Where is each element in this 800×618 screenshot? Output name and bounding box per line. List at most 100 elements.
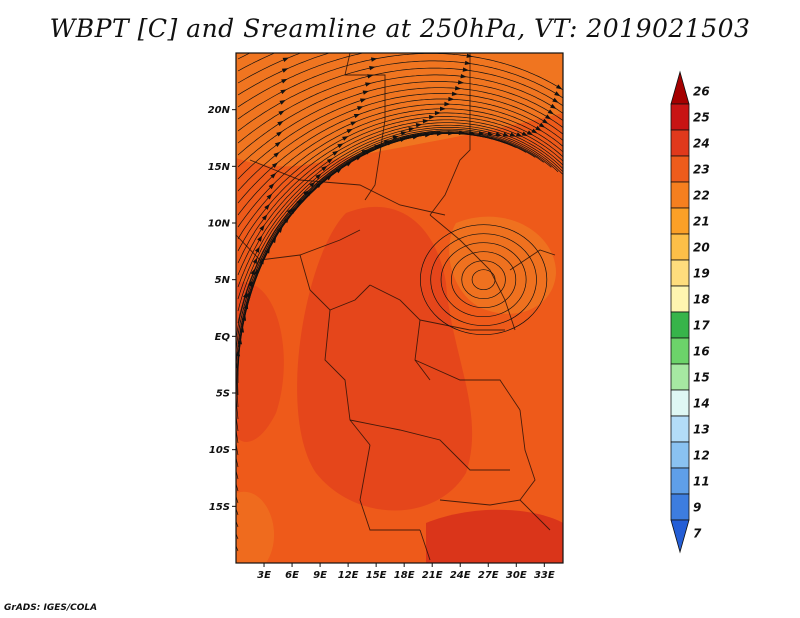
flow-arrow [547,109,554,115]
flow-arrow [464,60,471,66]
streamline [237,124,563,288]
colorbar-swatch [670,415,690,443]
colorbar-label: 17 [693,319,710,333]
flow-arrow [353,113,361,119]
lat-tick-label: 15N [208,162,231,173]
flow-arrow [466,53,473,58]
colorbar-swatch [670,233,690,261]
flow-arrow [457,80,465,85]
colorbar-swatch [670,259,690,287]
cooler-vortex-area [449,216,556,314]
border-line [419,529,431,561]
colorbar-swatch [670,441,690,469]
flow-arrow [415,123,423,128]
flow-arrow [254,246,260,253]
colorbar-swatch [670,311,690,339]
border-line [249,159,446,216]
lon-tick-label: 9E [313,570,327,581]
streamline [237,81,563,168]
grads-credit: GrADS: IGES/COLA [4,603,98,613]
colorbar-label: 24 [693,137,710,151]
flow-arrow [451,91,458,96]
colorbar-label: 9 [693,501,701,515]
lat-tick-label: 20N [208,105,231,116]
border-line [519,409,536,501]
streamline [237,67,563,144]
colorbar-label: 12 [693,449,710,463]
lon-tick-label: 33E [534,570,555,581]
flow-arrow [325,174,333,181]
colorbar-swatch [670,389,690,417]
colorbar-swatch [670,493,690,521]
colorbar-label: 14 [693,397,710,411]
flow-arrow [526,130,534,136]
streamline [237,130,552,324]
border-line [349,419,510,471]
flow-arrow [422,119,429,124]
flow-arrow [337,143,344,149]
flow-arrow [509,132,517,137]
flow-arrow [535,125,542,131]
flow-arrow [362,90,369,95]
flow-arrow [400,131,408,136]
warmer-west-region [236,282,284,442]
flow-arrow [278,110,285,116]
flow-arrow [455,86,462,91]
lat-tick-label: 15S [209,502,230,513]
flow-arrow [273,152,280,158]
flow-arrow [444,101,451,107]
lon-tick-label: 24E [450,570,471,581]
streamline [237,119,563,264]
flow-arrow [555,84,563,90]
vortex-streamline [451,251,517,309]
flow-arrow [230,386,234,392]
flow-arrow [342,136,349,141]
flow-arrow [259,224,265,231]
flow-arrow [279,99,286,105]
warmest-south-region [426,509,563,563]
lat-tick-label: 10S [209,445,230,456]
flow-arrow [332,150,339,156]
flow-arrow [365,82,372,87]
colorbar-swatch [670,129,690,157]
streamlines [230,53,563,552]
streamline [237,87,563,180]
streamline [236,132,468,420]
cooler-north-band [236,53,563,167]
flow-arrow [434,110,441,116]
flow-arrow [367,74,374,79]
flow-arrow [359,98,367,103]
streamline [236,482,239,492]
border-line [414,359,521,411]
colorbar-swatch [670,285,690,313]
latitude-axis: 20N 15N 10N 5N EQ 5S 10S 15S [208,105,236,513]
vortex-streamline [471,269,496,291]
flow-arrow [276,131,283,137]
flow-arrow [372,53,379,54]
streamline [236,507,239,516]
flow-arrow [257,235,263,242]
flow-arrow [495,131,502,137]
flow-arrow [281,78,288,84]
chart-title: WBPT [C] and Sreamline at 250hPa, VT: 20… [49,14,751,43]
lat-tick-label: 5S [216,389,230,400]
flow-arrow [487,131,494,136]
streamline [237,112,563,240]
flow-arrow [531,128,538,134]
lon-tick-label: 21E [422,570,443,581]
flow-arrow [264,203,270,210]
streamline [236,132,481,408]
colorbar-label: 21 [693,215,710,229]
flow-arrow [346,128,353,134]
lon-tick-label: 18E [394,570,415,581]
streamline [236,520,239,528]
flow-arrow [321,165,328,172]
lat-tick-label: 5N [215,275,231,286]
lon-tick-label: 15E [366,570,387,581]
flow-arrow [309,181,316,188]
streamline [237,60,563,132]
streamline [237,74,563,156]
flow-arrow [544,114,552,120]
vortex-streamline [461,260,506,300]
